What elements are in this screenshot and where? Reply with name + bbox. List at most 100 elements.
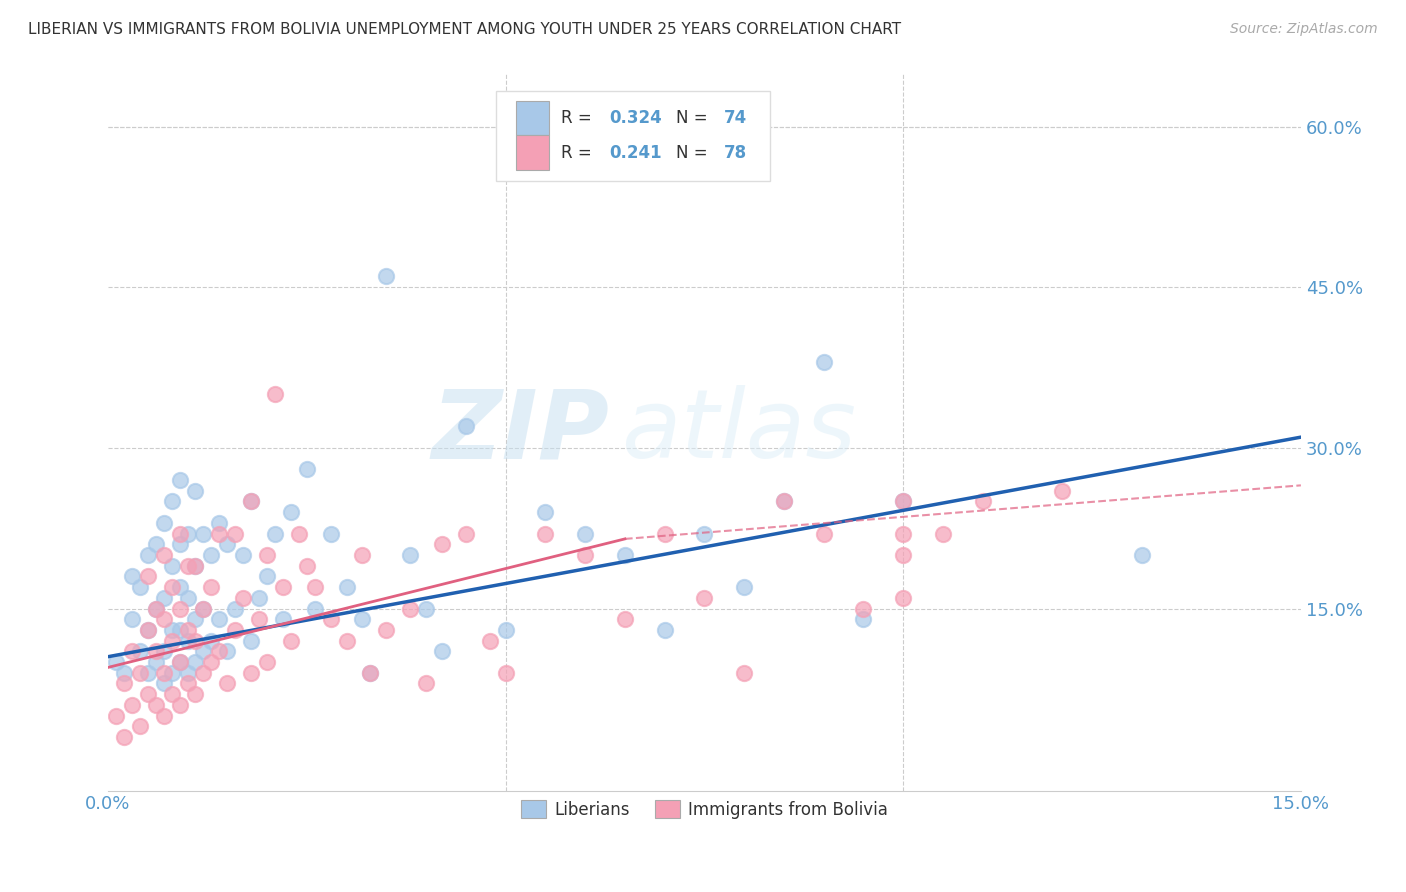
Point	[247, 591, 270, 605]
Text: 0.241: 0.241	[609, 144, 662, 161]
Point	[112, 665, 135, 680]
Text: R =: R =	[561, 109, 598, 128]
Point	[104, 708, 127, 723]
Point	[193, 665, 215, 680]
Point	[176, 633, 198, 648]
Point	[184, 483, 207, 498]
Point	[399, 601, 422, 615]
Point	[654, 526, 676, 541]
Point	[169, 623, 191, 637]
Text: atlas: atlas	[621, 385, 856, 478]
Point	[145, 537, 167, 551]
Point	[152, 676, 174, 690]
Point	[813, 355, 835, 369]
Point	[891, 494, 914, 508]
Text: 74: 74	[724, 109, 747, 128]
Point	[352, 612, 374, 626]
Point	[160, 687, 183, 701]
Point	[200, 655, 222, 669]
Point	[574, 548, 596, 562]
Point	[256, 569, 278, 583]
Point	[208, 526, 231, 541]
Point	[193, 644, 215, 658]
Text: N =: N =	[676, 109, 713, 128]
Point	[319, 526, 342, 541]
Legend: Liberians, Immigrants from Bolivia: Liberians, Immigrants from Bolivia	[515, 794, 894, 825]
Point	[152, 591, 174, 605]
Text: Source: ZipAtlas.com: Source: ZipAtlas.com	[1230, 22, 1378, 37]
Point	[169, 655, 191, 669]
Point	[169, 601, 191, 615]
Point	[160, 633, 183, 648]
Point	[169, 473, 191, 487]
Point	[224, 601, 246, 615]
Point	[152, 665, 174, 680]
Point	[136, 623, 159, 637]
Point	[112, 676, 135, 690]
Point	[176, 623, 198, 637]
Point	[145, 655, 167, 669]
Point	[152, 644, 174, 658]
Point	[359, 665, 381, 680]
Point	[217, 676, 239, 690]
Bar	[516, 101, 550, 136]
Point	[359, 665, 381, 680]
Point	[693, 526, 716, 541]
Point	[232, 591, 254, 605]
Point	[169, 580, 191, 594]
Text: 0.324: 0.324	[609, 109, 662, 128]
Point	[891, 548, 914, 562]
Point	[145, 601, 167, 615]
Point	[352, 548, 374, 562]
Point	[121, 612, 143, 626]
Point	[271, 580, 294, 594]
Point	[240, 494, 263, 508]
Point	[454, 419, 477, 434]
Point	[415, 601, 437, 615]
Point	[247, 612, 270, 626]
FancyBboxPatch shape	[496, 91, 770, 180]
Y-axis label: Unemployment Among Youth under 25 years: Unemployment Among Youth under 25 years	[0, 260, 7, 604]
Point	[654, 623, 676, 637]
Point	[208, 516, 231, 530]
Point	[136, 569, 159, 583]
Point	[160, 580, 183, 594]
Point	[813, 526, 835, 541]
Point	[176, 665, 198, 680]
Point	[224, 623, 246, 637]
Text: LIBERIAN VS IMMIGRANTS FROM BOLIVIA UNEMPLOYMENT AMONG YOUTH UNDER 25 YEARS CORR: LIBERIAN VS IMMIGRANTS FROM BOLIVIA UNEM…	[28, 22, 901, 37]
Point	[280, 505, 302, 519]
Point	[145, 601, 167, 615]
Point	[121, 569, 143, 583]
Point	[430, 537, 453, 551]
Point	[375, 269, 398, 284]
Point	[295, 558, 318, 573]
Point	[169, 655, 191, 669]
Point	[152, 516, 174, 530]
Point	[176, 591, 198, 605]
Point	[136, 687, 159, 701]
Point	[208, 612, 231, 626]
Point	[454, 526, 477, 541]
Point	[152, 548, 174, 562]
Point	[208, 644, 231, 658]
Point	[160, 494, 183, 508]
Point	[852, 612, 875, 626]
Point	[176, 558, 198, 573]
Point	[773, 494, 796, 508]
Point	[256, 548, 278, 562]
Point	[121, 698, 143, 712]
Point	[1130, 548, 1153, 562]
Point	[193, 601, 215, 615]
Point	[288, 526, 311, 541]
Point	[891, 591, 914, 605]
Point	[128, 719, 150, 733]
Point	[335, 633, 357, 648]
Point	[264, 526, 287, 541]
Point	[733, 665, 755, 680]
Point	[613, 612, 636, 626]
Point	[193, 601, 215, 615]
Bar	[516, 136, 550, 169]
Point	[145, 644, 167, 658]
Point	[160, 623, 183, 637]
